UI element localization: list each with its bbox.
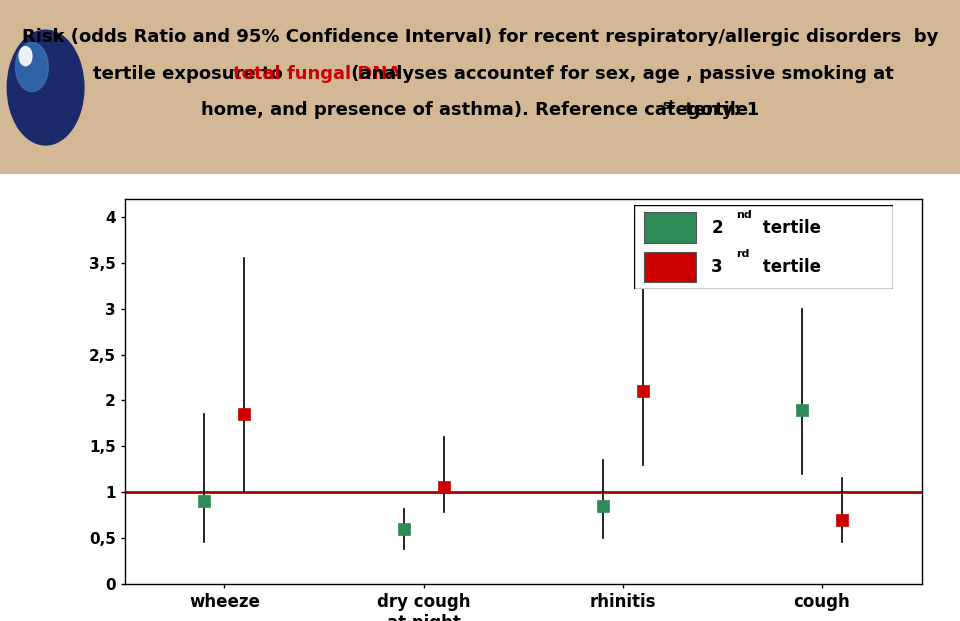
- Circle shape: [19, 47, 32, 66]
- Text: (analyses accountef for sex, age , passive smoking at: (analyses accountef for sex, age , passi…: [346, 65, 894, 83]
- Text: 2: 2: [711, 219, 723, 237]
- Text: nd: nd: [736, 210, 752, 220]
- Text: total fungal DNA: total fungal DNA: [233, 65, 401, 83]
- Text: tertile: tertile: [756, 258, 821, 276]
- Text: home, and presence of asthma). Reference category: 1: home, and presence of asthma). Reference…: [201, 101, 759, 119]
- Text: st: st: [662, 99, 675, 112]
- Text: tertile: tertile: [680, 101, 749, 119]
- Text: 3: 3: [711, 258, 723, 276]
- Text: tertile exposure to: tertile exposure to: [93, 65, 289, 83]
- Bar: [644, 212, 696, 243]
- Circle shape: [15, 42, 48, 92]
- Circle shape: [8, 30, 84, 145]
- Text: tertile: tertile: [756, 219, 821, 237]
- Bar: [644, 252, 696, 282]
- Text: rd: rd: [736, 250, 750, 260]
- Text: Risk (odds Ratio and 95% Confidence Interval) for recent respiratory/allergic di: Risk (odds Ratio and 95% Confidence Inte…: [22, 28, 938, 46]
